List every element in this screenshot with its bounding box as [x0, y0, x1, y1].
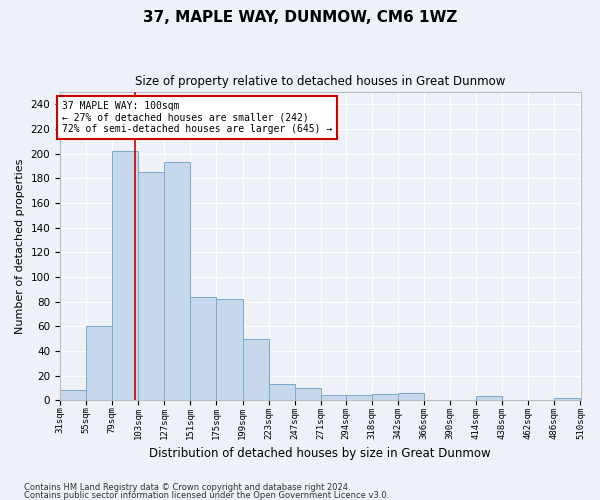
Text: 37, MAPLE WAY, DUNMOW, CM6 1WZ: 37, MAPLE WAY, DUNMOW, CM6 1WZ: [143, 10, 457, 25]
Bar: [295, 388, 321, 400]
Bar: [164, 162, 190, 400]
Text: 37 MAPLE WAY: 100sqm
← 27% of detached houses are smaller (242)
72% of semi-deta: 37 MAPLE WAY: 100sqm ← 27% of detached h…: [62, 100, 332, 134]
Y-axis label: Number of detached properties: Number of detached properties: [15, 158, 25, 334]
Bar: [372, 394, 398, 400]
Text: Contains public sector information licensed under the Open Government Licence v3: Contains public sector information licen…: [24, 491, 389, 500]
Bar: [86, 326, 112, 400]
Bar: [554, 398, 580, 400]
Title: Size of property relative to detached houses in Great Dunmow: Size of property relative to detached ho…: [135, 75, 505, 88]
Bar: [112, 151, 138, 400]
X-axis label: Distribution of detached houses by size in Great Dunmow: Distribution of detached houses by size …: [149, 447, 491, 460]
Text: Contains HM Land Registry data © Crown copyright and database right 2024.: Contains HM Land Registry data © Crown c…: [24, 484, 350, 492]
Bar: [398, 393, 424, 400]
Bar: [269, 384, 295, 400]
Bar: [242, 338, 269, 400]
Bar: [217, 299, 242, 400]
Bar: [60, 390, 86, 400]
Bar: [138, 172, 164, 400]
Bar: [190, 296, 217, 400]
Bar: [476, 396, 502, 400]
Bar: [346, 395, 372, 400]
Bar: [321, 395, 347, 400]
